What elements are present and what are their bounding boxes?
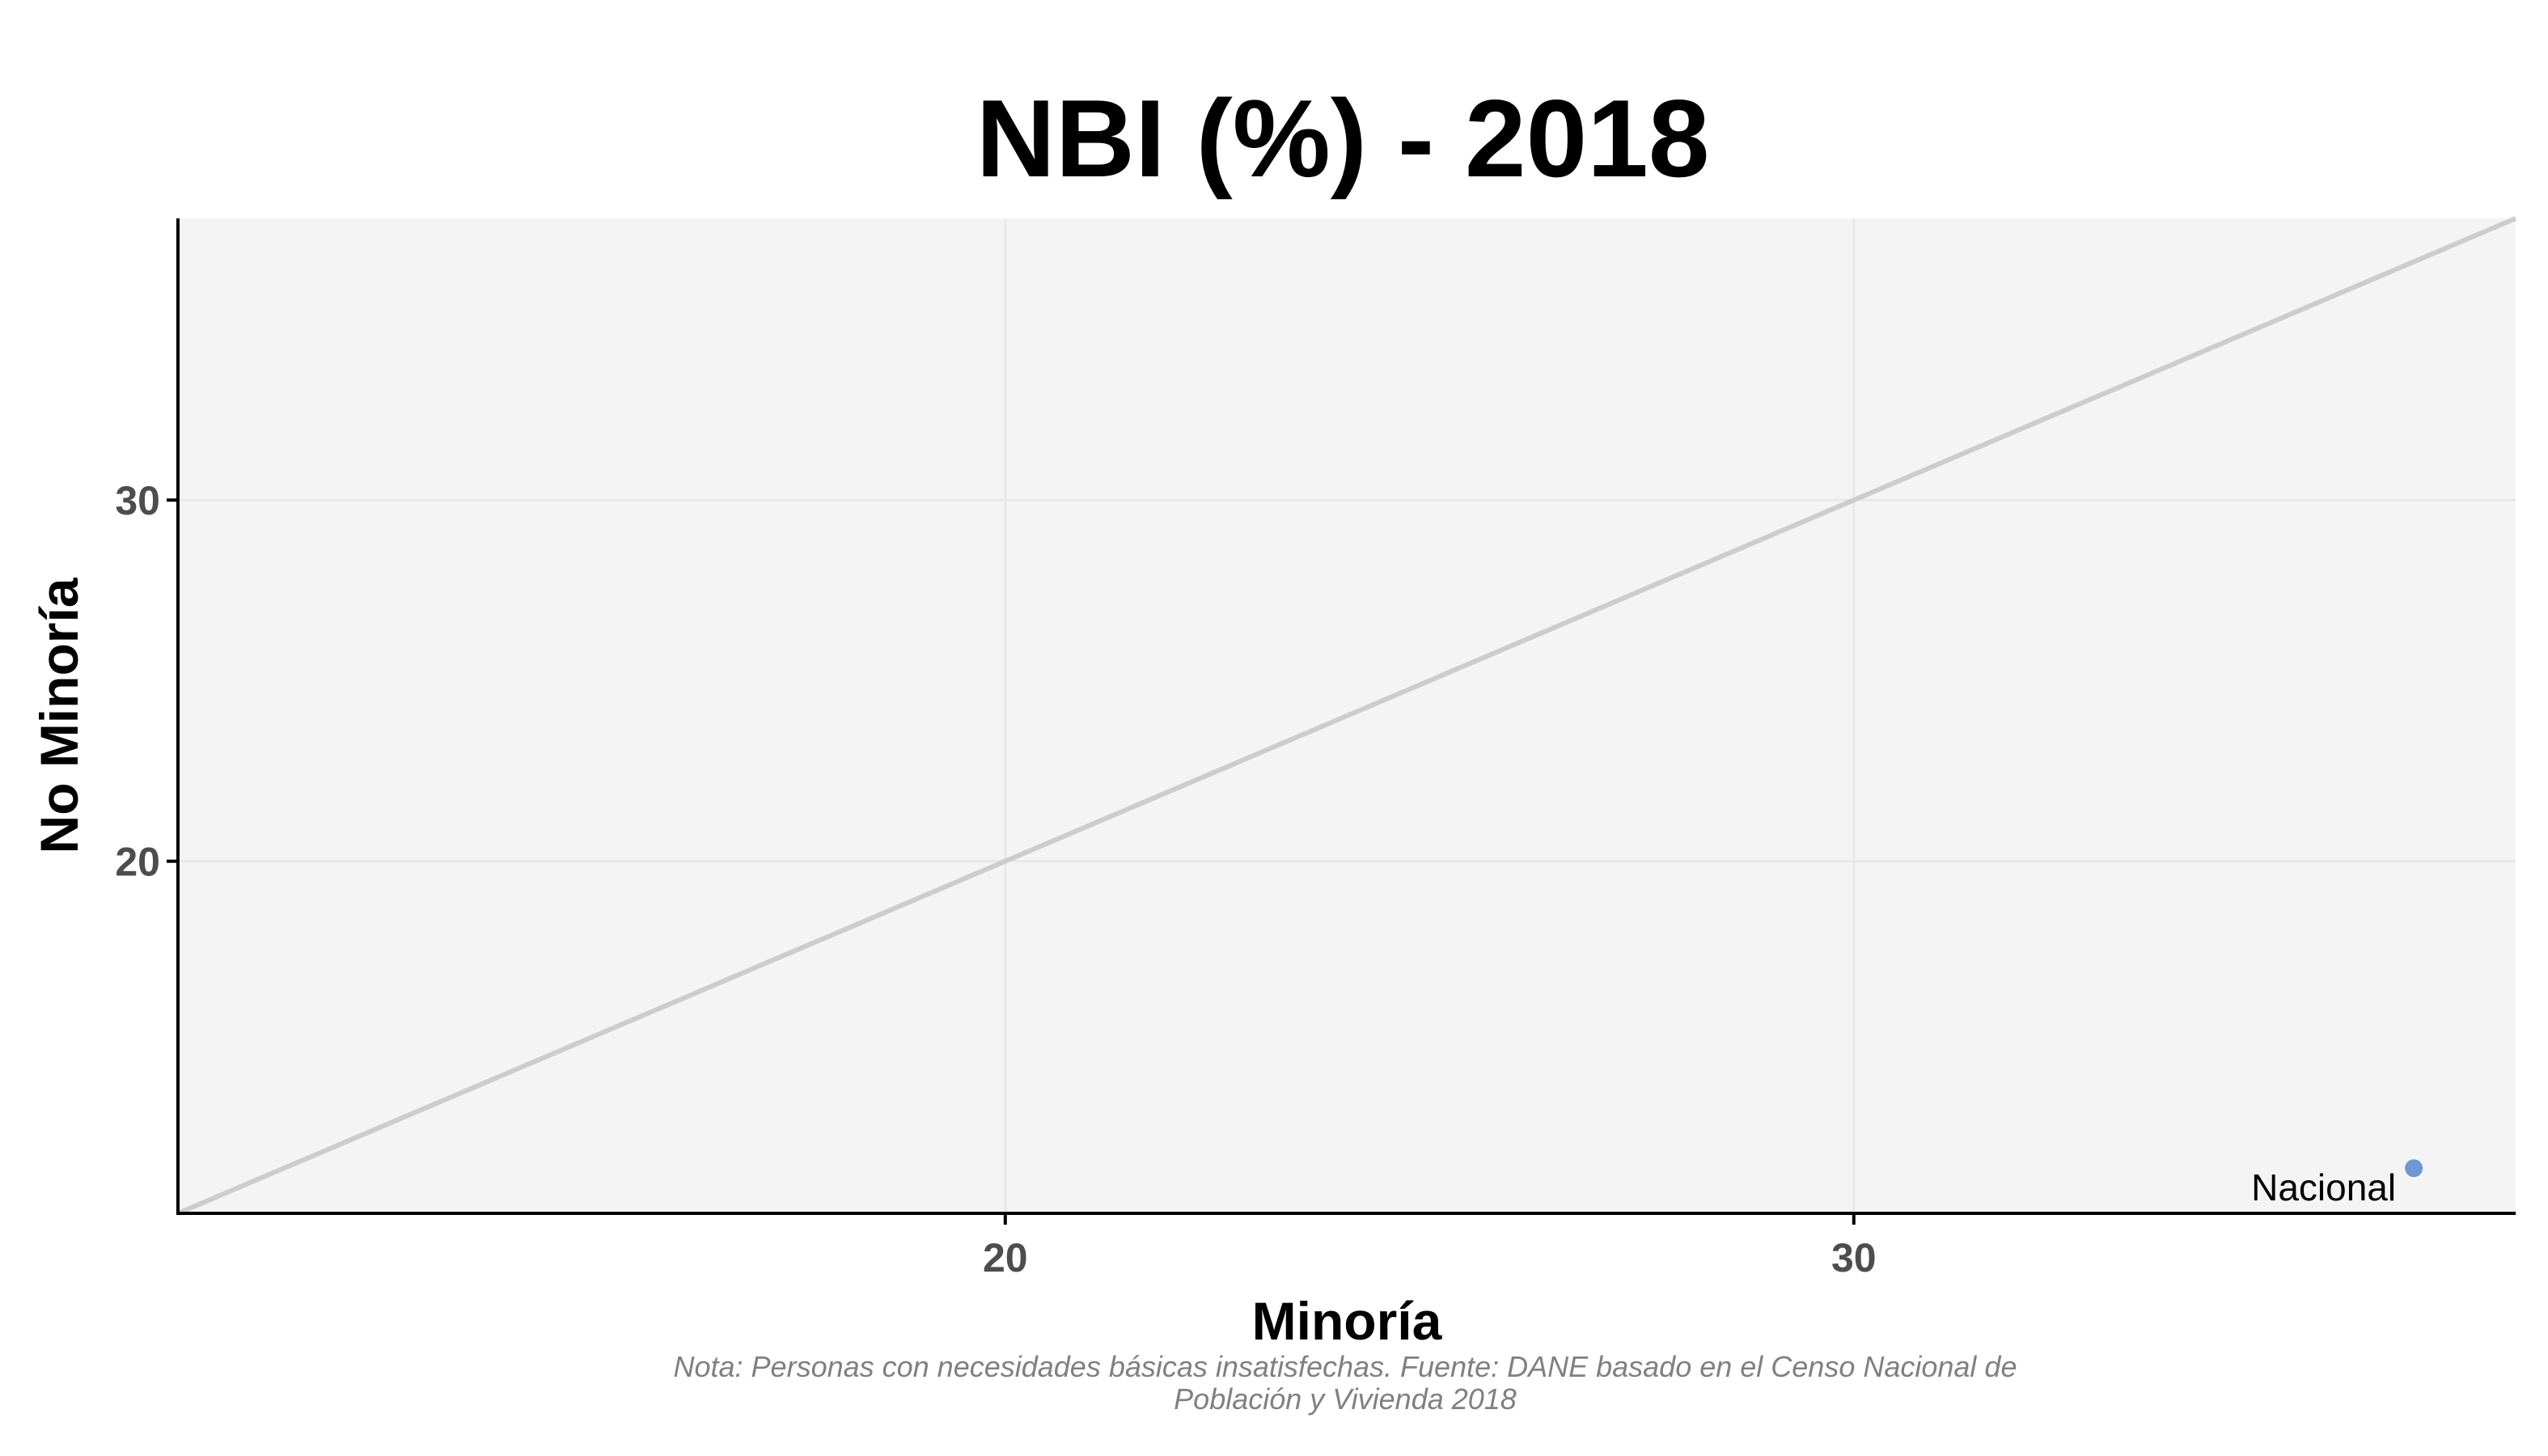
x-tick-label-1: 30 <box>1831 1235 1877 1280</box>
y-tick-label-1: 30 <box>115 478 160 523</box>
grid-lines <box>178 218 2516 1213</box>
y-axis-title: No Minoría <box>29 577 89 853</box>
x-axis-ticks: 20 30 <box>983 1213 1877 1280</box>
chart-title: NBI (%) - 2018 <box>976 77 1710 200</box>
data-points: Nacional <box>2251 1159 2423 1208</box>
caption-line-2: Población y Vivienda 2018 <box>1174 1382 1517 1416</box>
point-label-nacional: Nacional <box>2251 1166 2396 1208</box>
identity-reference-line <box>176 216 2517 1216</box>
point-nacional <box>2405 1159 2423 1178</box>
x-axis-title: Minoría <box>1252 1291 1443 1351</box>
x-tick-label-0: 20 <box>983 1235 1028 1280</box>
y-tick-label-0: 20 <box>115 840 160 885</box>
caption-line-1: Nota: Personas con necesidades básicas i… <box>674 1350 2017 1383</box>
